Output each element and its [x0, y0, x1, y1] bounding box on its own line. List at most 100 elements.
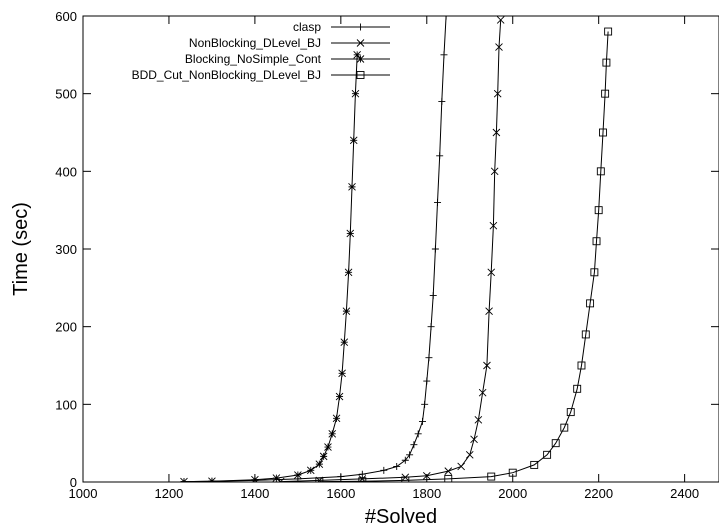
point-star: [306, 466, 315, 475]
point-star: [272, 474, 281, 482]
point-star: [356, 55, 365, 63]
point-plus: [380, 466, 388, 474]
point-square: [356, 71, 365, 79]
x-tick-label: 1600: [326, 486, 355, 501]
point-square: [573, 384, 582, 393]
point-x: [489, 221, 498, 230]
y-tick-label: 300: [55, 242, 77, 257]
point-star: [340, 338, 349, 347]
point-star: [338, 369, 346, 378]
point-plus: [406, 451, 414, 459]
point-square: [599, 128, 607, 137]
point-x: [492, 128, 501, 137]
point-star: [351, 89, 360, 98]
point-x: [474, 416, 483, 424]
point-plus: [414, 430, 422, 438]
series-3: [315, 27, 613, 482]
point-plus: [393, 462, 401, 470]
point-square: [602, 58, 611, 67]
point-x: [465, 450, 474, 459]
legend-label: clasp: [293, 20, 321, 34]
point-plus: [410, 441, 418, 449]
point-star: [349, 136, 358, 145]
legend: clasp NonBlocking_DLevel_BJ Blocking_NoSim…: [132, 20, 390, 82]
point-plus: [421, 400, 429, 408]
series-layer: [180, 16, 613, 482]
point-x: [422, 471, 431, 480]
point-square: [315, 477, 324, 482]
point-square: [487, 472, 496, 481]
point-plus: [442, 16, 450, 20]
point-plus: [357, 23, 364, 31]
point-square: [444, 474, 453, 482]
series-line: [183, 16, 447, 482]
point-square: [596, 167, 605, 176]
point-x: [485, 307, 493, 315]
point-plus: [429, 292, 437, 300]
y-tick-label: 400: [55, 164, 77, 179]
point-star: [346, 229, 355, 238]
point-square: [581, 330, 590, 339]
point-x: [478, 388, 487, 397]
x-axis-label: #Solved: [365, 506, 437, 527]
series-2: [180, 51, 361, 482]
series-line: [319, 31, 609, 482]
point-plus: [401, 456, 409, 464]
point-star: [208, 477, 216, 482]
point-plus: [425, 354, 433, 362]
point-x: [276, 477, 285, 482]
point-star: [315, 460, 324, 468]
point-star: [348, 183, 356, 191]
point-square: [560, 423, 569, 432]
point-plus: [436, 152, 444, 160]
series-line: [183, 54, 358, 482]
point-star: [332, 414, 341, 423]
x-tick-label: 1800: [412, 486, 441, 501]
axis-ticks: 1000 1200 1400 1600 1800 2000 2200 2400 0 100 200 3…: [55, 9, 719, 501]
point-square: [543, 450, 552, 459]
point-plus: [427, 323, 435, 331]
point-star: [344, 268, 353, 277]
point-square: [592, 237, 601, 246]
point-x: [444, 467, 453, 475]
point-square: [604, 27, 613, 36]
y-tick-label: 100: [55, 397, 77, 412]
point-x: [495, 43, 503, 51]
series-line: [280, 19, 502, 482]
x-tick-label: 1200: [154, 486, 183, 501]
y-tick-label: 200: [55, 320, 77, 335]
x-tick-label: 2000: [498, 486, 527, 501]
x-tick-label: 1000: [69, 486, 98, 501]
point-star: [353, 51, 361, 59]
y-tick-label: 600: [55, 9, 77, 24]
point-x: [496, 16, 505, 24]
point-square: [530, 460, 539, 469]
point-star: [342, 307, 351, 315]
point-star: [335, 392, 344, 401]
series-1: [276, 16, 505, 482]
point-x: [490, 167, 499, 176]
point-star: [319, 452, 328, 461]
series-0: [180, 16, 450, 482]
point-plus: [358, 470, 366, 478]
point-square: [508, 468, 517, 477]
point-plus: [337, 473, 345, 481]
point-plus: [440, 51, 448, 59]
point-star: [180, 477, 188, 482]
point-star: [251, 475, 259, 482]
point-star: [328, 430, 337, 438]
point-x: [493, 89, 502, 98]
point-square: [601, 89, 610, 98]
point-square: [551, 439, 560, 448]
point-star: [324, 443, 332, 451]
point-x: [487, 268, 496, 277]
point-plus: [438, 97, 446, 105]
point-plus: [423, 377, 431, 385]
point-square: [401, 476, 410, 482]
point-x: [470, 435, 478, 444]
plot-frame: [82, 15, 719, 483]
point-plus: [431, 245, 439, 253]
point-square: [594, 206, 603, 215]
point-plus: [434, 198, 442, 206]
y-axis-label: Time (sec): [10, 202, 32, 296]
